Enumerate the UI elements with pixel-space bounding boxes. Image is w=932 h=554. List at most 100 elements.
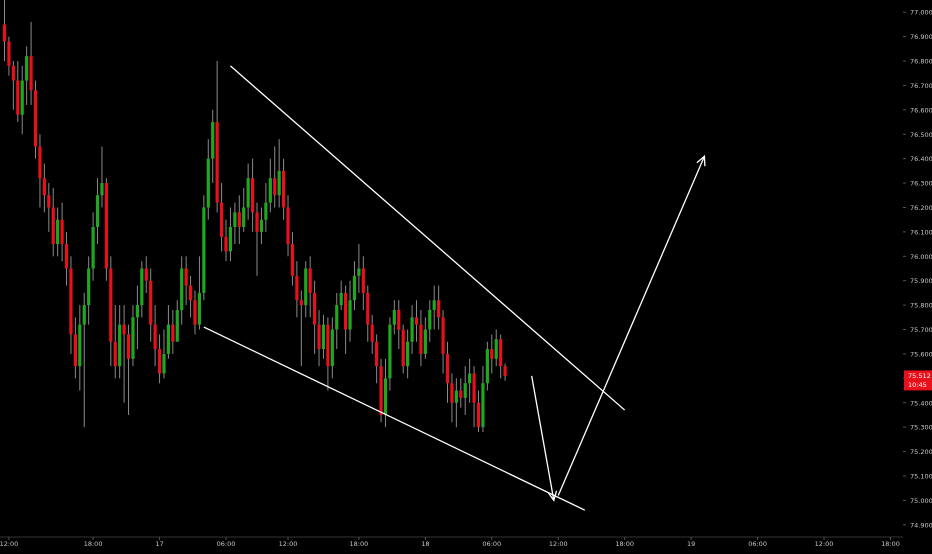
candle <box>197 256 202 330</box>
candle <box>290 231 295 286</box>
upper-trendline[interactable] <box>230 65 626 411</box>
time-tick-label: 18:00 <box>615 540 634 548</box>
candle <box>166 305 171 359</box>
candle-body <box>91 227 95 269</box>
candle-body <box>149 280 153 325</box>
candle <box>476 390 481 433</box>
candle-body <box>481 383 485 428</box>
arrow-down[interactable] <box>531 375 555 501</box>
candle <box>242 187 246 232</box>
candle <box>56 207 60 257</box>
candle <box>219 183 224 252</box>
candle <box>321 314 326 359</box>
candle <box>286 195 290 257</box>
candles-layer <box>2 0 507 433</box>
candle-body <box>348 300 352 330</box>
candle-body <box>64 244 69 269</box>
candle <box>264 183 268 232</box>
candle-body <box>419 324 423 354</box>
candle <box>113 305 117 379</box>
candle-body <box>47 195 51 208</box>
candle-body <box>490 349 494 359</box>
candle-body <box>352 275 357 301</box>
price-tick-label: 75.100 <box>910 472 932 480</box>
candle-body <box>406 341 410 367</box>
candle-body <box>206 158 210 208</box>
drawings-layer[interactable] <box>203 65 706 511</box>
candle-body <box>330 329 334 367</box>
candle <box>392 300 396 335</box>
candle <box>330 317 334 379</box>
candle-body <box>468 373 472 384</box>
candle-body <box>268 178 272 203</box>
candle-body <box>2 24 7 42</box>
time-tick-label: 18 <box>421 540 429 548</box>
candle <box>188 275 193 318</box>
candle-body <box>503 366 507 376</box>
candle-body <box>379 366 383 415</box>
arrow-up[interactable] <box>557 155 706 496</box>
time-tick-label: 18:00 <box>84 540 103 548</box>
candle <box>472 366 476 428</box>
candle-body <box>25 56 29 81</box>
candle-body <box>499 339 503 367</box>
candle <box>122 305 126 403</box>
price-tick-label: 76.900 <box>910 33 932 41</box>
time-tick-label: 18:00 <box>350 540 369 548</box>
time-axis[interactable]: 12:00 18:00 17 06:00 12:00 18:00 18 06:00 12:00 1… <box>0 536 903 548</box>
candle-body <box>290 244 295 276</box>
price-tick-label: 74.900 <box>910 521 932 529</box>
candle <box>375 334 379 384</box>
candle-body <box>211 122 215 159</box>
candle <box>406 329 410 379</box>
candle-body <box>259 219 264 232</box>
price-axis[interactable]: 77.000 76.900 76.800 76.700 76.600 76.500 76.4… <box>903 0 932 550</box>
candle-body <box>69 268 73 335</box>
candle <box>485 341 489 391</box>
price-tick-label: 76.200 <box>910 204 932 212</box>
candle <box>224 219 228 262</box>
time-tick-label: 18:00 <box>881 540 900 548</box>
price-tick-label: 75.200 <box>910 448 932 456</box>
candle-body <box>401 329 405 367</box>
price-tick-label: 76.000 <box>910 253 932 261</box>
lower-trendline[interactable] <box>203 326 586 511</box>
candle <box>171 309 175 354</box>
candle-body <box>82 305 86 325</box>
candle-body <box>122 324 126 335</box>
price-tick-label: 75.600 <box>910 350 932 358</box>
candle-body <box>286 207 290 245</box>
candle-body <box>397 309 401 330</box>
candle <box>33 80 38 159</box>
candle-body <box>78 324 82 367</box>
candle-body <box>370 324 374 342</box>
candle-body <box>126 334 131 359</box>
candle-body <box>441 317 445 354</box>
candle <box>352 261 357 310</box>
candle <box>78 305 82 391</box>
candle <box>454 378 458 428</box>
price-tick-label: 75.300 <box>910 424 932 432</box>
time-tick-label: 17 <box>155 540 163 548</box>
candle-body <box>308 268 312 293</box>
candle <box>126 324 131 415</box>
candle-body <box>100 183 104 196</box>
candle <box>259 207 264 245</box>
candle-body <box>392 309 396 325</box>
candle <box>184 256 188 306</box>
candle <box>11 61 15 110</box>
candle <box>383 358 388 428</box>
time-tick-label: 06:00 <box>217 540 236 548</box>
candle-body <box>180 268 184 310</box>
candle <box>104 178 108 281</box>
candle <box>423 317 427 359</box>
candle <box>228 207 233 262</box>
candle <box>180 256 184 325</box>
candle-body <box>410 317 414 342</box>
candle <box>410 305 414 354</box>
candle-body <box>144 268 148 281</box>
price-tick-label: 75.000 <box>910 497 932 505</box>
